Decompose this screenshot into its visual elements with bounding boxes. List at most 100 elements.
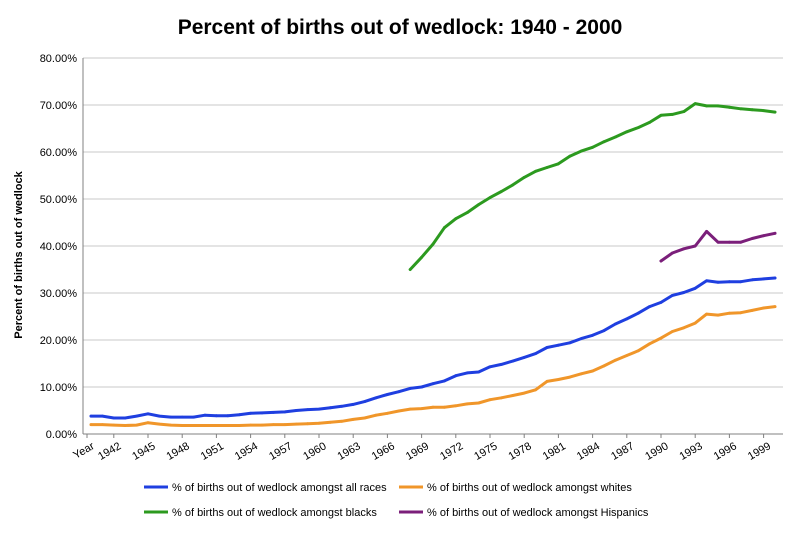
- data-point: [135, 414, 139, 418]
- data-point: [739, 311, 743, 315]
- data-point: [158, 422, 161, 426]
- x-tick-label: 1987: [609, 440, 636, 463]
- data-point: [522, 356, 526, 359]
- data-point: [351, 403, 355, 406]
- data-point: [773, 276, 777, 280]
- data-point: [568, 154, 572, 158]
- data-point: [317, 421, 321, 425]
- data-point: [716, 313, 720, 317]
- data-point: [431, 382, 435, 386]
- data-point: [488, 398, 492, 402]
- data-point: [602, 364, 606, 368]
- data-point: [682, 291, 686, 294]
- data-point: [158, 414, 161, 418]
- data-point: [237, 413, 241, 417]
- y-tick-label: 70.00%: [40, 100, 78, 112]
- x-tick-label: 1996: [712, 440, 739, 463]
- data-point: [477, 203, 480, 207]
- x-tick-label: 1960: [301, 440, 328, 463]
- data-point: [260, 411, 264, 415]
- data-point: [648, 342, 651, 346]
- data-point: [272, 423, 275, 426]
- data-point: [659, 336, 663, 340]
- y-tick-label: 80.00%: [40, 53, 78, 65]
- data-point: [591, 145, 594, 149]
- data-point: [705, 230, 708, 233]
- data-point: [568, 341, 572, 345]
- x-tick-label: 1951: [199, 440, 226, 463]
- data-point: [249, 423, 253, 427]
- x-tick-label: 1990: [643, 440, 670, 463]
- x-tick-label: 1954: [233, 440, 260, 463]
- data-point: [579, 337, 583, 340]
- data-point: [180, 415, 184, 419]
- data-point: [671, 251, 674, 255]
- x-tick-label: 1978: [506, 440, 533, 463]
- data-point: [511, 183, 515, 187]
- data-point: [659, 113, 663, 117]
- data-point: [511, 359, 515, 363]
- series-layer: [89, 102, 777, 427]
- data-point: [728, 280, 731, 284]
- data-point: [488, 365, 492, 369]
- data-point: [340, 404, 344, 408]
- legend: % of births out of wedlock amongst all r…: [144, 482, 649, 519]
- x-tick-label: 1993: [677, 440, 704, 463]
- x-tick-label: 1975: [472, 440, 499, 463]
- data-point: [431, 242, 435, 246]
- data-point: [545, 346, 549, 349]
- x-tick-label: 1966: [370, 440, 397, 463]
- data-point: [443, 379, 446, 383]
- x-tick-label: 1981: [541, 440, 568, 463]
- data-point: [500, 363, 503, 366]
- data-point: [408, 407, 412, 411]
- data-point: [659, 259, 663, 263]
- data-point: [716, 280, 720, 284]
- y-tick-label: 30.00%: [40, 288, 78, 300]
- chart-title: Percent of births out of wedlock: 1940 -…: [177, 16, 623, 39]
- data-point: [614, 358, 617, 362]
- data-point: [294, 409, 298, 412]
- data-point: [203, 413, 207, 417]
- data-point: [226, 414, 230, 418]
- data-point: [716, 104, 720, 108]
- series-line-1: [89, 276, 777, 420]
- data-point: [272, 411, 275, 414]
- data-point: [625, 317, 629, 321]
- data-point: [294, 422, 298, 426]
- data-point: [762, 277, 765, 281]
- data-point: [123, 416, 127, 420]
- data-point: [146, 421, 150, 425]
- data-point: [602, 329, 606, 332]
- data-point: [169, 423, 173, 427]
- data-point: [420, 255, 423, 259]
- data-point: [89, 423, 93, 426]
- legend-label: % of births out of wedlock amongst Hispa…: [427, 507, 649, 519]
- y-axis-title: Percent of births out of wedlock: [13, 170, 25, 338]
- x-tick-label: 1999: [746, 440, 773, 463]
- data-point: [693, 102, 697, 105]
- x-tick-label: 1945: [130, 440, 157, 463]
- data-point: [112, 416, 116, 420]
- data-point: [773, 305, 777, 308]
- data-point: [762, 234, 765, 238]
- data-point: [500, 190, 503, 193]
- data-point: [329, 420, 332, 424]
- data-point: [682, 110, 686, 113]
- data-point: [443, 405, 446, 409]
- x-tick-label: 1963: [335, 440, 362, 463]
- data-point: [625, 354, 629, 357]
- data-point: [477, 370, 480, 374]
- y-tick-label: 0.00%: [46, 429, 77, 441]
- data-point: [226, 424, 230, 427]
- data-point: [671, 294, 674, 297]
- data-point: [773, 231, 777, 235]
- data-point: [762, 109, 765, 112]
- data-point: [728, 105, 731, 109]
- legend-label: % of births out of wedlock amongst black…: [172, 507, 377, 519]
- data-point: [340, 419, 344, 423]
- data-point: [579, 149, 583, 153]
- data-point: [522, 176, 526, 179]
- data-point: [192, 424, 196, 427]
- data-point: [750, 278, 754, 282]
